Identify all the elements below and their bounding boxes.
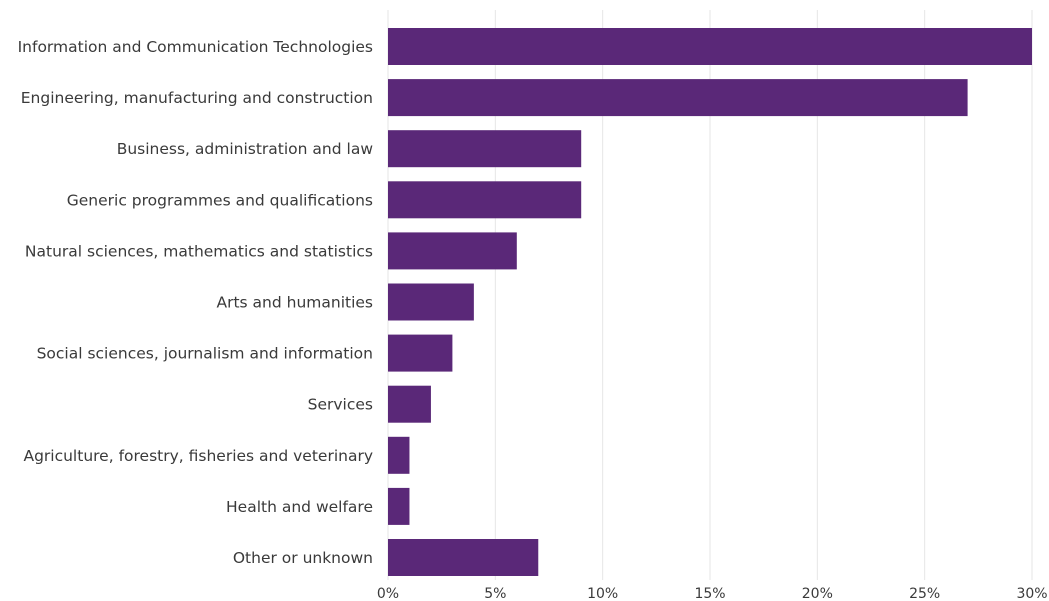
bar xyxy=(388,539,539,576)
category-label: Business, administration and law xyxy=(117,140,374,158)
category-labels: Information and Communication Technologi… xyxy=(18,38,374,567)
bar xyxy=(388,436,410,474)
x-tick-label: 0% xyxy=(377,586,399,601)
bar xyxy=(388,232,517,270)
x-tick-label: 15% xyxy=(694,586,725,601)
bars xyxy=(388,28,1032,576)
category-label: Agriculture, forestry, fisheries and vet… xyxy=(23,447,373,465)
x-tick-label: 30% xyxy=(1016,586,1047,601)
bar xyxy=(388,385,431,423)
category-label: Health and welfare xyxy=(226,498,373,516)
bar xyxy=(388,79,968,117)
x-tick-label: 5% xyxy=(484,586,506,601)
x-axis-tick-labels: 0% 5% 10% 15% 20% 25% 30% xyxy=(377,586,1048,601)
category-label: Engineering, manufacturing and construct… xyxy=(21,89,373,107)
x-tick-label: 20% xyxy=(802,586,833,601)
category-label: Arts and humanities xyxy=(216,294,373,312)
bar xyxy=(388,334,453,372)
category-label: Services xyxy=(308,396,373,414)
x-tick-label: 25% xyxy=(909,586,940,601)
category-label: Generic programmes and qualifications xyxy=(67,191,373,209)
bar xyxy=(388,487,410,525)
category-label: Information and Communication Technologi… xyxy=(18,38,373,56)
bar xyxy=(388,181,582,219)
category-label: Other or unknown xyxy=(233,549,373,567)
bar xyxy=(388,130,582,168)
category-label: Natural sciences, mathematics and statis… xyxy=(25,242,373,260)
bar xyxy=(388,283,474,321)
category-label: Social sciences, journalism and informat… xyxy=(37,345,373,363)
bar xyxy=(388,28,1032,65)
x-tick-label: 10% xyxy=(587,586,618,601)
